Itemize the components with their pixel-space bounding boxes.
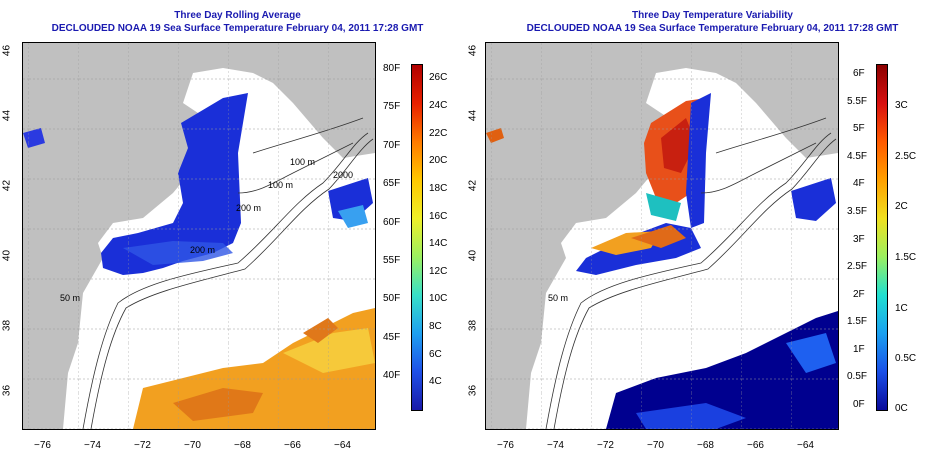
colorbar-left-label: 40F <box>383 370 401 381</box>
colorbar-left-label: 6F <box>853 68 865 79</box>
colorbar-left-label: 60F <box>383 217 401 228</box>
colorbar-left-label: 5.5F <box>847 96 868 107</box>
y-tick: 42 <box>467 179 479 192</box>
x-tick: −70 <box>647 440 664 451</box>
depth-label: 200 m <box>236 203 262 213</box>
colorbar-left-label: 65F <box>383 178 401 189</box>
y-tick: 38 <box>1 319 13 332</box>
colorbar-right-label: 0.5C <box>895 353 917 364</box>
colorbar-right-label: 2.5C <box>895 151 917 162</box>
colorbar-right-label: 0C <box>895 403 908 414</box>
colorbar-left-label: 4.5F <box>847 151 868 162</box>
x-tick: −72 <box>134 440 151 451</box>
left-panel: Three Day Rolling Average DECLOUDED NOAA… <box>1 10 448 451</box>
colorbar-right-label: 8C <box>429 321 442 332</box>
colorbar-left-label: 2.5F <box>847 261 868 272</box>
left-sst-map <box>22 42 376 430</box>
colorbar-left-label: 45F <box>383 332 401 343</box>
variability-colorbar <box>876 64 888 411</box>
colorbar-left-label: 0F <box>853 399 865 410</box>
left-title-line2: DECLOUDED NOAA 19 Sea Surface Temperatur… <box>51 23 424 34</box>
depth-label: 50 m <box>548 293 569 303</box>
colorbar-right-label: 4C <box>429 376 442 387</box>
colorbar-left-label: 4F <box>853 178 865 189</box>
colorbar-right-label: 10C <box>429 293 448 304</box>
colorbar-right-label: 24C <box>429 100 448 111</box>
colorbar-left-label: 50F <box>383 293 401 304</box>
colorbar-right-label: 16C <box>429 211 448 222</box>
colorbar-right-label: 14C <box>429 238 448 249</box>
colorbar-left-label: 1F <box>853 344 865 355</box>
sst-colorbar <box>411 64 423 411</box>
y-tick: 44 <box>467 109 479 122</box>
depth-label: 50 m <box>60 293 81 303</box>
colorbar-left-label: 80F <box>383 63 401 74</box>
colorbar-left-label: 75F <box>383 101 401 112</box>
x-tick: −74 <box>547 440 564 451</box>
x-tick: −72 <box>597 440 614 451</box>
depth-label: 2000 <box>333 170 354 180</box>
colorbar-left-label: 3F <box>853 234 865 245</box>
depth-label: 100 m <box>268 180 294 190</box>
colorbar-left-label: 0.5F <box>847 371 868 382</box>
colorbar-left-label: 70F <box>383 140 401 151</box>
left-title-line1: Three Day Rolling Average <box>174 10 301 21</box>
colorbar-right-label: 2C <box>895 201 908 212</box>
x-tick: −68 <box>697 440 714 451</box>
colorbar-left-label: 5F <box>853 123 865 134</box>
colorbar-right-label: 6C <box>429 349 442 360</box>
x-tick: −64 <box>797 440 814 451</box>
right-variability-map <box>485 42 839 430</box>
x-tick: −68 <box>234 440 251 451</box>
x-tick: −76 <box>34 440 51 451</box>
y-tick: 44 <box>1 109 13 122</box>
colorbar-right-label: 18C <box>429 183 448 194</box>
colorbar-right-label: 22C <box>429 128 448 139</box>
right-title-line1: Three Day Temperature Variability <box>632 10 793 21</box>
colorbar-left-label: 2F <box>853 289 865 300</box>
x-tick: −76 <box>497 440 514 451</box>
colorbar-right-label: 20C <box>429 155 448 166</box>
y-tick: 38 <box>467 319 479 332</box>
right-title-line2: DECLOUDED NOAA 19 Sea Surface Temperatur… <box>526 23 899 34</box>
colorbar-right-label: 1.5C <box>895 252 917 263</box>
y-tick: 36 <box>467 384 479 397</box>
y-tick: 40 <box>1 249 13 262</box>
x-tick: −64 <box>334 440 351 451</box>
x-tick: −66 <box>747 440 764 451</box>
y-tick: 40 <box>467 249 479 262</box>
colorbar-right-label: 3C <box>895 100 908 111</box>
y-tick: 46 <box>1 44 13 57</box>
colorbar-right-label: 1C <box>895 303 908 314</box>
x-tick: −70 <box>184 440 201 451</box>
colorbar-right-label: 26C <box>429 72 448 83</box>
x-tick: −66 <box>284 440 301 451</box>
colorbar-left-label: 3.5F <box>847 206 868 217</box>
y-tick: 42 <box>1 179 13 192</box>
colorbar-right-label: 12C <box>429 266 448 277</box>
colorbar-left-label: 1.5F <box>847 316 868 327</box>
colorbar-left-label: 55F <box>383 255 401 266</box>
y-tick: 36 <box>1 384 13 397</box>
y-tick: 46 <box>467 44 479 57</box>
right-panel: Three Day Temperature Variability DECLOU… <box>468 0 950 475</box>
depth-label: 100 m <box>290 157 316 167</box>
depth-label: 200 m <box>190 245 216 255</box>
x-tick: −74 <box>84 440 101 451</box>
